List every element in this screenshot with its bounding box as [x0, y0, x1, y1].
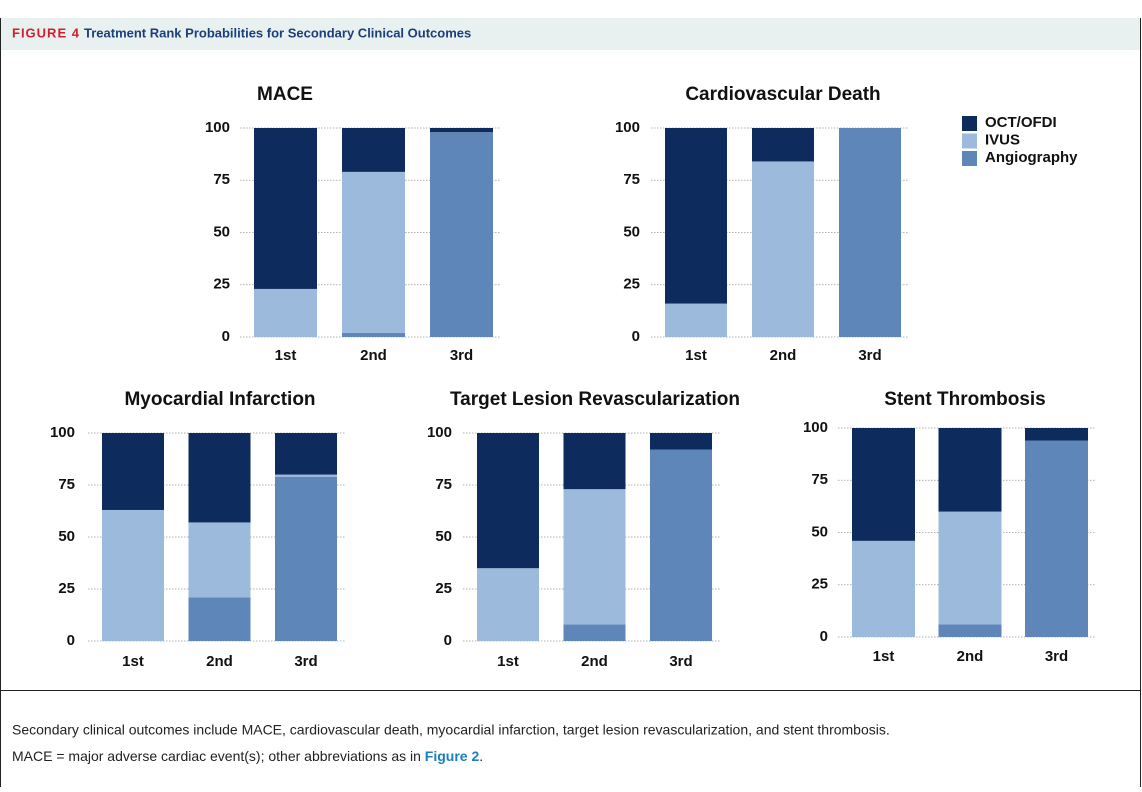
- bar-segment: [342, 171, 405, 333]
- x-tick-label: 2nd: [957, 648, 984, 665]
- y-tick-label: 100: [50, 424, 75, 441]
- chart-title: Target Lesion Revascularization: [450, 389, 740, 410]
- caption-text: .: [479, 748, 483, 764]
- bar-segment: [342, 128, 405, 172]
- x-tick-label: 3rd: [294, 653, 317, 670]
- bar-segment: [188, 433, 251, 523]
- y-tick-label: 0: [67, 632, 75, 649]
- bar-segment: [102, 433, 164, 510]
- legend-label: IVUS: [985, 131, 1020, 148]
- legend-swatch: [962, 151, 977, 166]
- bar-segment: [188, 522, 251, 598]
- bar-segment: [938, 428, 1002, 512]
- x-tick-label: 3rd: [450, 347, 473, 364]
- bar-segment: [752, 161, 814, 337]
- x-tick-label: 2nd: [360, 347, 387, 364]
- y-tick-label: 100: [427, 424, 452, 441]
- bar-segment: [938, 511, 1002, 625]
- y-tick-label: 25: [811, 576, 828, 593]
- x-tick-label: 1st: [275, 347, 297, 364]
- bar-segment: [650, 449, 712, 641]
- bar-segment: [852, 428, 915, 541]
- bar-segment: [1025, 440, 1088, 637]
- bar-segment: [1025, 428, 1088, 441]
- bar-segment: [563, 624, 626, 641]
- y-tick-label: 25: [213, 276, 230, 293]
- chart-title: Myocardial Infarction: [124, 389, 315, 410]
- y-tick-label: 25: [58, 580, 75, 597]
- caption-link[interactable]: Figure 2: [425, 748, 480, 764]
- chart-title: Stent Thrombosis: [884, 389, 1046, 410]
- bar-segment: [342, 332, 405, 337]
- y-tick-label: 50: [213, 223, 230, 240]
- y-tick-label: 100: [803, 419, 828, 436]
- y-tick-label: 75: [623, 171, 640, 188]
- x-tick-label: 1st: [685, 347, 707, 364]
- bar-segment: [275, 476, 337, 641]
- x-tick-label: 3rd: [669, 653, 692, 670]
- x-tick-label: 2nd: [581, 653, 608, 670]
- bar-segment: [275, 474, 337, 477]
- bar-segment: [563, 489, 626, 625]
- bar-segment: [563, 433, 626, 490]
- figure-label: FIGURE 4: [12, 25, 80, 40]
- y-tick-label: 25: [435, 580, 452, 597]
- x-tick-label: 2nd: [770, 347, 797, 364]
- y-tick-label: 100: [615, 119, 640, 136]
- bar-segment: [275, 433, 337, 475]
- bar-segment: [430, 128, 493, 133]
- bar-segment: [852, 540, 915, 637]
- caption-line: Secondary clinical outcomes include MACE…: [12, 722, 890, 738]
- y-tick-label: 50: [435, 528, 452, 545]
- y-tick-label: 100: [205, 119, 230, 136]
- legend-swatch: [962, 133, 977, 149]
- y-tick-label: 0: [444, 632, 452, 649]
- chart-title: Cardiovascular Death: [685, 84, 880, 105]
- y-tick-label: 75: [435, 476, 452, 493]
- caption-line: MACE = major adverse cardiac event(s); o…: [12, 748, 483, 764]
- chart-title: MACE: [257, 84, 313, 105]
- bar-segment: [254, 128, 317, 289]
- bar-segment: [254, 288, 317, 337]
- y-tick-label: 75: [213, 171, 230, 188]
- x-tick-label: 1st: [122, 653, 144, 670]
- y-tick-label: 0: [820, 628, 828, 645]
- bar-segment: [665, 128, 727, 304]
- bar-segment: [102, 509, 164, 641]
- y-tick-label: 25: [623, 276, 640, 293]
- y-tick-label: 50: [811, 523, 828, 540]
- x-tick-label: 1st: [873, 648, 895, 665]
- y-tick-label: 75: [58, 476, 75, 493]
- bar-segment: [938, 624, 1002, 637]
- x-tick-label: 3rd: [858, 347, 881, 364]
- legend-swatch: [962, 116, 977, 131]
- bar-segment: [650, 433, 712, 450]
- legend-label: Angiography: [985, 149, 1078, 166]
- x-tick-label: 3rd: [1045, 648, 1068, 665]
- bar-segment: [477, 433, 539, 569]
- y-tick-label: 50: [58, 528, 75, 545]
- bar-segment: [430, 132, 493, 337]
- figure-title: Treatment Rank Probabilities for Seconda…: [84, 25, 471, 40]
- bar-segment: [752, 128, 814, 162]
- x-tick-label: 1st: [497, 653, 519, 670]
- bar-segment: [839, 128, 901, 337]
- y-tick-label: 75: [811, 471, 828, 488]
- caption-text: MACE = major adverse cardiac event(s); o…: [12, 748, 425, 764]
- bar-segment: [665, 303, 727, 337]
- bar-segment: [188, 597, 251, 641]
- legend-label: OCT/OFDI: [985, 114, 1057, 131]
- x-tick-label: 2nd: [206, 653, 233, 670]
- y-tick-label: 0: [632, 328, 640, 345]
- bar-segment: [477, 568, 539, 641]
- header-band: [0, 18, 1141, 50]
- y-tick-label: 50: [623, 223, 640, 240]
- y-tick-label: 0: [222, 328, 230, 345]
